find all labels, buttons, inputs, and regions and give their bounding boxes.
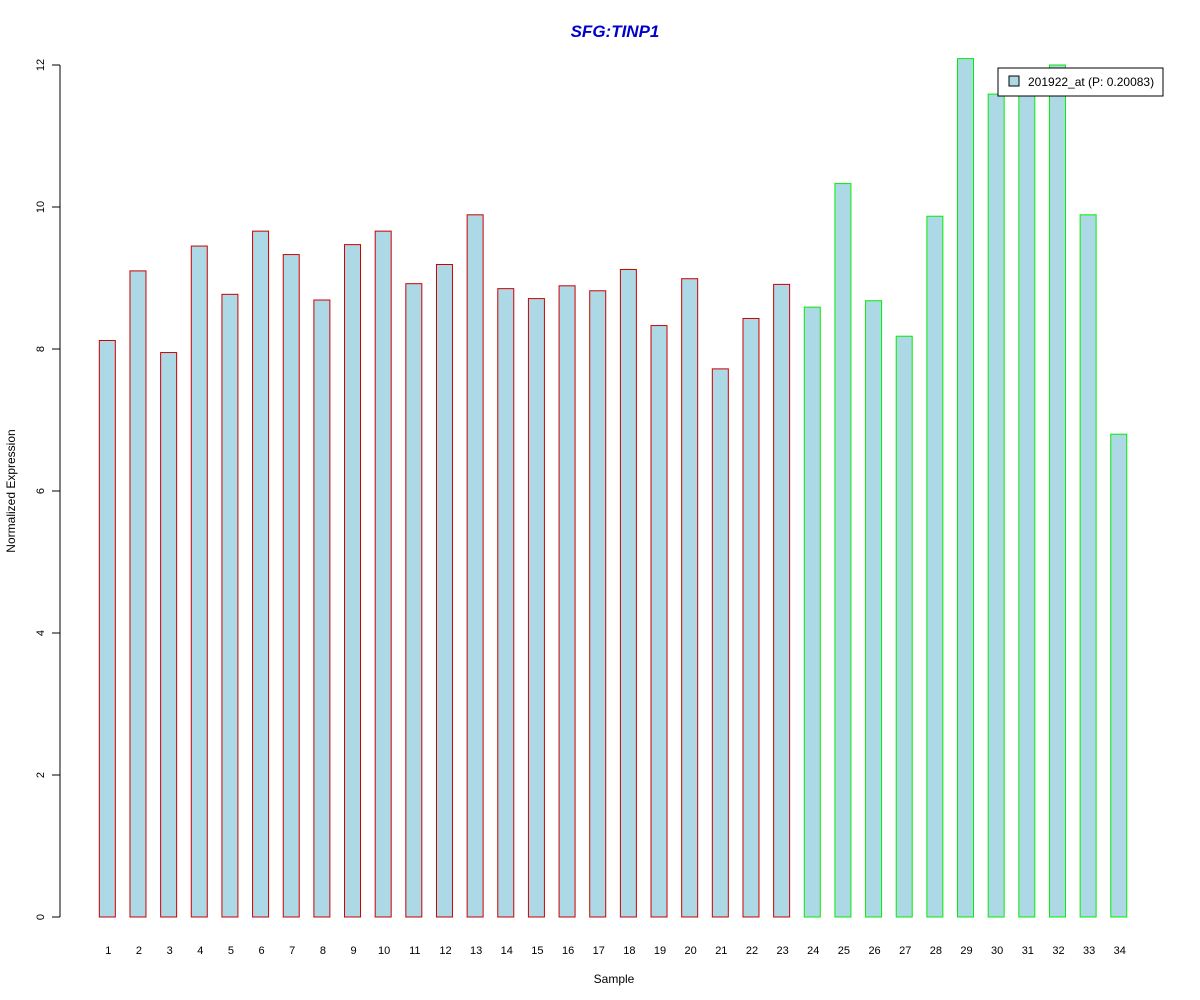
legend-swatch (1008, 75, 1020, 87)
x-tick-label: 21 (715, 945, 727, 957)
bar-sample-31 (1018, 93, 1036, 918)
y-tick-label: 0 (35, 914, 47, 920)
y-tick-label: 10 (35, 201, 47, 213)
x-tick-label: 31 (1022, 945, 1034, 957)
x-tick-label: 28 (930, 945, 942, 957)
bar-sample-24 (803, 306, 821, 918)
bar-sample-25 (834, 183, 852, 918)
y-tick-label: 8 (35, 346, 47, 352)
x-tick-label: 2 (136, 945, 142, 957)
x-tick-label: 33 (1083, 945, 1095, 957)
bar-sample-21 (711, 368, 729, 918)
x-tick-label: 18 (623, 945, 635, 957)
legend: 201922_at (P: 0.20083) (997, 67, 1164, 97)
chart-title: SFG:TINP1 (571, 22, 660, 41)
bar-sample-6 (252, 230, 270, 918)
x-tick-label: 13 (470, 945, 482, 957)
bar-sample-11 (405, 283, 423, 918)
x-tick-label: 10 (378, 945, 390, 957)
x-tick-label: 30 (991, 945, 1003, 957)
x-tick-label: 4 (197, 945, 203, 957)
bar-sample-2 (129, 270, 147, 918)
bar-sample-12 (435, 264, 453, 918)
y-axis-label: Normalized Expression (4, 429, 18, 552)
bar-sample-16 (558, 285, 576, 918)
bar-sample-18 (619, 268, 637, 918)
x-tick-label: 19 (654, 945, 666, 957)
x-tick-labels: 1 2 3 4 5 6 7 8 9 10 11 12 13 14 15 16 17 18 19 20 21 22 23 24 2… (105, 945, 1126, 957)
bar-sample-33 (1079, 214, 1097, 918)
x-tick-label: 3 (167, 945, 173, 957)
bar-sample-32 (1048, 64, 1066, 918)
x-tick-label: 15 (531, 945, 543, 957)
x-tick-label: 5 (228, 945, 234, 957)
bar-sample-28 (926, 215, 944, 918)
bar-sample-3 (160, 352, 178, 918)
x-tick-label: 27 (899, 945, 911, 957)
bar-sample-13 (466, 214, 484, 918)
x-tick-label: 16 (562, 945, 574, 957)
bar-sample-20 (681, 278, 699, 918)
y-tick-label: 2 (35, 772, 47, 778)
x-tick-label: 14 (501, 945, 513, 957)
x-tick-label: 20 (685, 945, 697, 957)
x-tick-label: 17 (593, 945, 605, 957)
bar-sample-22 (742, 317, 760, 918)
x-tick-label: 22 (746, 945, 758, 957)
bar-sample-15 (527, 298, 545, 918)
x-tick-label: 34 (1114, 945, 1126, 957)
y-axis: 0 2 4 6 8 10 12 (35, 59, 61, 920)
legend-label: 201922_at (P: 0.20083) (1028, 75, 1154, 89)
bar-sample-29 (957, 58, 975, 918)
y-tick-label: 12 (35, 59, 47, 71)
x-tick-label: 32 (1052, 945, 1064, 957)
bar-sample-5 (221, 293, 239, 918)
y-tick-label: 4 (35, 630, 47, 636)
bar-sample-10 (374, 230, 392, 918)
bar-sample-27 (895, 335, 913, 918)
x-tick-label: 29 (960, 945, 972, 957)
x-tick-label: 8 (320, 945, 326, 957)
bar-sample-8 (313, 299, 331, 918)
x-tick-label: 12 (439, 945, 451, 957)
x-tick-label: 7 (289, 945, 295, 957)
x-axis-label: Sample (594, 972, 635, 986)
bar-sample-34 (1110, 433, 1128, 918)
bars (98, 58, 1128, 918)
x-tick-label: 1 (105, 945, 111, 957)
bar-sample-4 (190, 245, 208, 918)
bar-sample-14 (497, 288, 515, 918)
bar-sample-23 (773, 283, 791, 918)
bar-sample-7 (282, 254, 300, 918)
bar-sample-9 (344, 244, 362, 918)
y-tick-label: 6 (35, 488, 47, 494)
legend-box (997, 67, 1164, 97)
bar-sample-1 (98, 339, 116, 918)
x-tick-label: 26 (868, 945, 880, 957)
x-tick-label: 11 (409, 945, 420, 957)
bar-sample-17 (589, 290, 607, 918)
x-tick-label: 6 (259, 945, 265, 957)
x-tick-label: 25 (838, 945, 850, 957)
x-tick-label: 9 (350, 945, 356, 957)
bar-sample-30 (987, 93, 1005, 918)
bar-sample-19 (650, 325, 668, 918)
x-tick-label: 23 (777, 945, 789, 957)
x-tick-label: 24 (807, 945, 819, 957)
bar-sample-26 (865, 300, 883, 918)
